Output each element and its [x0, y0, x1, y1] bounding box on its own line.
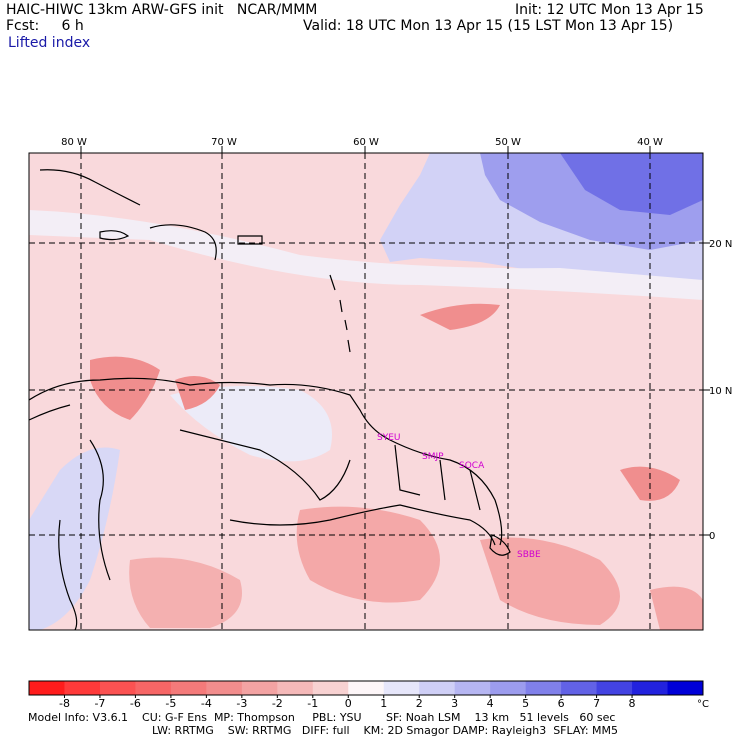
colorbar-label: -2	[272, 697, 283, 710]
field-name: Lifted index	[8, 35, 91, 51]
panama-coast	[29, 404, 71, 421]
amazon-mouth	[489, 534, 511, 556]
colorbar-label: 3	[451, 697, 458, 710]
colorbar-label: 4	[487, 697, 494, 710]
header-line-1: HAIC-HIWC 13km ARW-GFS init NCAR/MMM	[6, 2, 317, 18]
lon-label-50w: 50 W	[495, 137, 521, 148]
station-sbbe: SBBE	[517, 550, 541, 560]
model-info-line-2: LW: RRTMG SW: RRTMG DIFF: full KM: 2D Sm…	[152, 724, 618, 737]
map-frame	[28, 152, 704, 631]
neutral-band	[29, 210, 703, 300]
unstable-patch-7	[650, 586, 703, 630]
colorbar-swatch	[135, 681, 172, 695]
south-america-north-coast	[29, 377, 503, 546]
colorbar-swatch	[454, 681, 491, 695]
unstable-patch-8	[129, 557, 242, 628]
colorbar-label: -8	[59, 697, 70, 710]
grid-lines	[29, 153, 703, 630]
coastlines	[29, 169, 511, 630]
colorbar-label: -4	[201, 697, 212, 710]
venezuela-interior	[179, 429, 351, 501]
unstable-patch-5	[296, 506, 440, 603]
colorbar-label: -5	[165, 697, 176, 710]
colorbar-swatch	[348, 681, 385, 695]
colorbar-swatch	[206, 681, 243, 695]
lat-label-0: 0	[709, 531, 715, 542]
station-syeu: SYEU	[377, 433, 400, 443]
ecuador-peru	[58, 519, 78, 630]
unstable-patch-1	[90, 356, 160, 420]
colorbar-swatch	[490, 681, 527, 695]
colorbar-swatch	[29, 681, 65, 695]
lon-label-60w: 60 W	[353, 137, 379, 148]
cuba-coast	[39, 169, 141, 206]
colorbar-swatch	[632, 681, 669, 695]
colorbar-frame	[28, 680, 704, 696]
colorbar-label: 2	[416, 697, 423, 710]
colorbar-label: -1	[307, 697, 318, 710]
colorbar-label: -7	[94, 697, 105, 710]
colorbar-swatch	[525, 681, 562, 695]
colorbar-swatch	[277, 681, 314, 695]
model-info-line-1: Model Info: V3.6.1 CU: G-F Ens MP: Thomp…	[28, 711, 616, 724]
colorbar-label: 6	[558, 697, 565, 710]
org-label: NCAR/MMM	[236, 2, 318, 18]
unstable-patch-6	[480, 537, 620, 625]
hispaniola-coast	[149, 224, 217, 261]
lat-label-20n: 20 N	[709, 239, 732, 250]
lon-label-40w: 40 W	[637, 137, 663, 148]
colorbar-swatch	[99, 681, 136, 695]
lat-label-10n: 10 N	[709, 386, 732, 397]
lon-label-70w: 70 W	[211, 137, 237, 148]
colorbar-swatch	[312, 681, 349, 695]
colorbar-label: 1	[380, 697, 387, 710]
lesser-antilles	[329, 274, 351, 353]
jamaica-coast	[99, 230, 130, 241]
andes-stable	[29, 447, 120, 630]
colorbar-swatch	[596, 681, 633, 695]
brazil-boundary	[229, 504, 496, 546]
station-soca: SOCA	[459, 461, 485, 471]
lon-label-80w: 80 W	[61, 137, 87, 148]
colorbar-label: -3	[236, 697, 247, 710]
colombia-border	[89, 439, 111, 581]
colorbar-label: 8	[629, 697, 636, 710]
station-smjp: SMJP	[422, 452, 444, 462]
colorbar-swatch	[383, 681, 420, 695]
colorbar-label: -6	[130, 697, 141, 710]
guianas-borders	[394, 444, 481, 511]
colorbar-swatch	[667, 681, 704, 695]
neutral-caribbean	[170, 386, 332, 462]
fcst-label: Fcst:	[6, 18, 40, 34]
colorbar-swatch	[241, 681, 278, 695]
puerto-rico-coast	[237, 235, 263, 245]
colorbar-unit: °C	[697, 699, 709, 710]
colorbar-swatch	[170, 681, 207, 695]
stable-strong-ne	[560, 153, 703, 215]
init-time: Init: 12 UTC Mon 13 Apr 15	[515, 2, 704, 18]
lifted-index-field	[29, 153, 703, 630]
axis-ticks	[80, 146, 710, 536]
unstable-patch-3	[420, 303, 500, 330]
colorbar-label: 5	[522, 697, 529, 710]
colorbar-swatch	[561, 681, 598, 695]
fcst-value: 6 h	[61, 18, 84, 34]
colorbar-swatch	[64, 681, 101, 695]
colorbar-swatch	[419, 681, 456, 695]
header-line-2: Fcst: 6 h	[6, 18, 84, 34]
valid-time: Valid: 18 UTC Mon 13 Apr 15 (15 LST Mon …	[303, 18, 674, 34]
colorbar-label: 7	[593, 697, 600, 710]
colorbar-label: 0	[345, 697, 352, 710]
model-title: HAIC-HIWC 13km ARW-GFS init	[6, 2, 224, 18]
colorbar: -8 -7 -6 -5 -4 -3 -2 -1 0 1 2 3 4 5 6 7 8 °C	[28, 680, 709, 710]
